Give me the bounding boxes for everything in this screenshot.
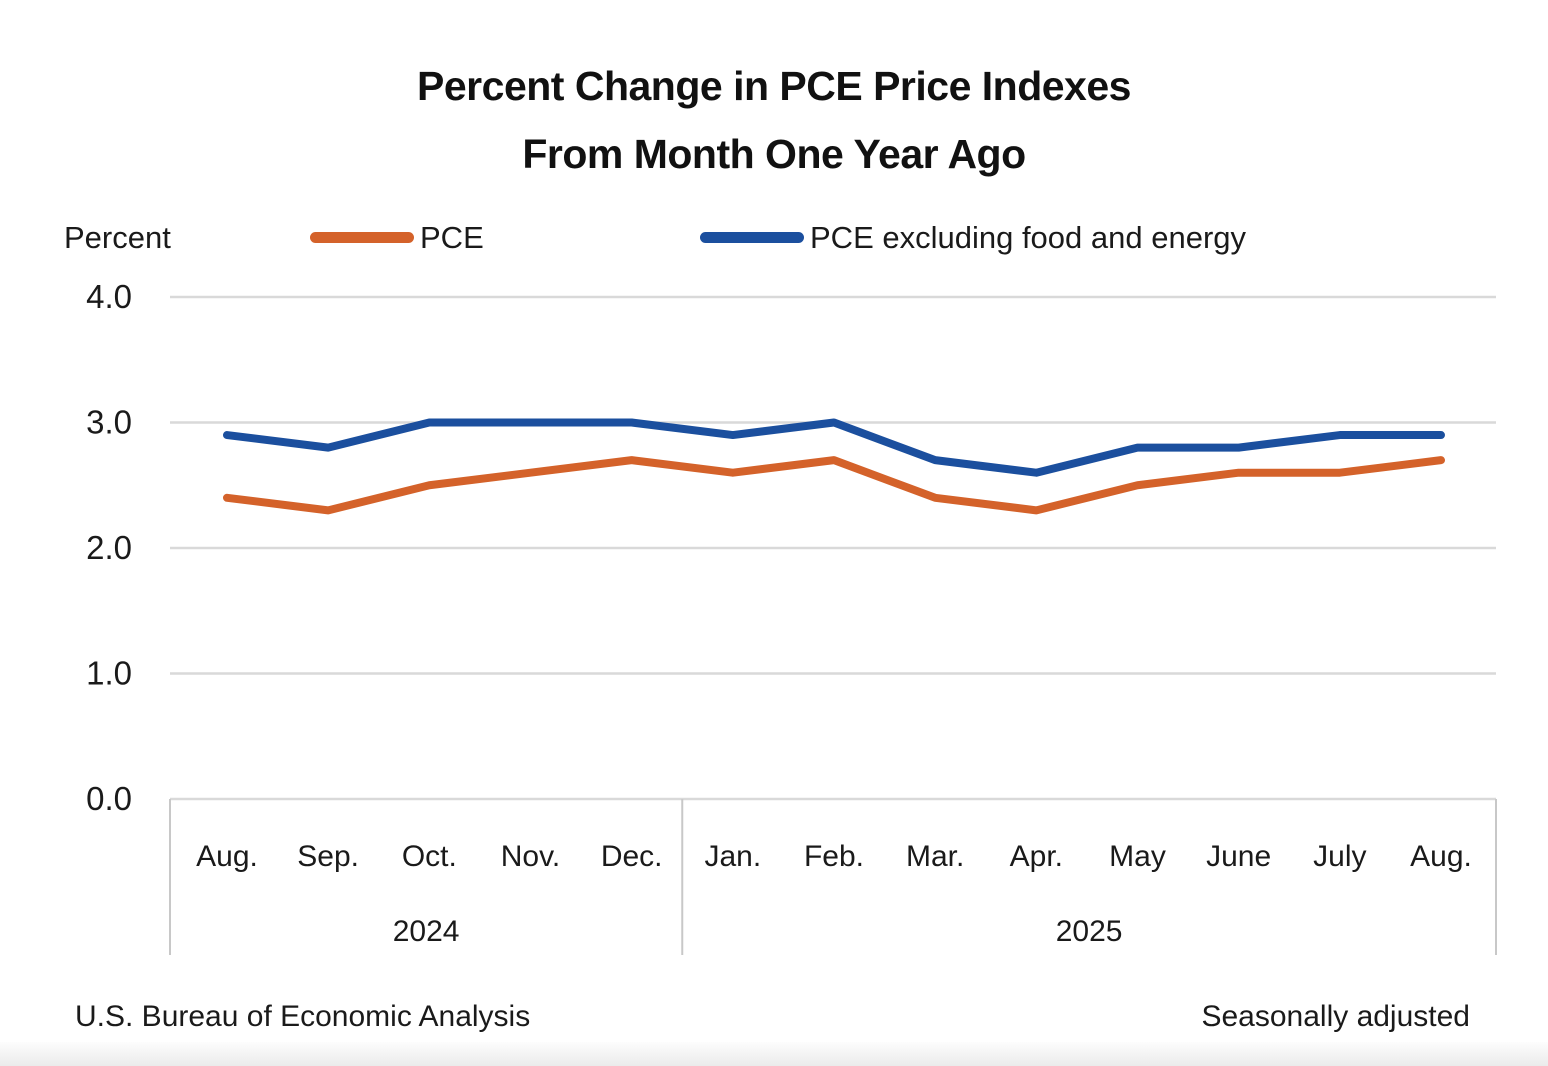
core-pce-line: [223, 418, 1446, 477]
x-tick-label: Oct.: [402, 840, 457, 873]
y-tick-label: 1.0: [86, 655, 132, 692]
y-tick-label: 4.0: [86, 278, 132, 315]
x-tick-label: May: [1109, 840, 1166, 873]
x-tick-label: Feb.: [804, 840, 864, 873]
x-tick-label: Mar.: [906, 840, 964, 873]
x-tick-label: Jan.: [704, 840, 761, 873]
source-attribution: U.S. Bureau of Economic Analysis: [75, 1000, 531, 1033]
y-tick-label: 3.0: [86, 404, 132, 441]
legend-label-pce: PCE: [420, 220, 484, 255]
x-tick-label: Aug.: [1410, 840, 1472, 873]
chart-title-line1: Percent Change in PCE Price Indexes: [417, 63, 1131, 109]
x-tick-label: Apr.: [1010, 840, 1063, 873]
chart-title-line2: From Month One Year Ago: [522, 131, 1026, 177]
pce-legend-swatch: [310, 232, 414, 243]
chart-title: Percent Change in PCE Price Indexes From…: [0, 52, 1548, 188]
x-tick-label: July: [1313, 840, 1366, 873]
x-tick-label: Dec.: [601, 840, 663, 873]
x-tick-label: Nov.: [501, 840, 560, 873]
year-label: 2024: [393, 915, 460, 948]
x-tick-label: June: [1206, 840, 1271, 873]
legend-label-core-pce: PCE excluding food and energy: [810, 220, 1247, 255]
pce-line: [223, 456, 1446, 515]
y-tick-label: 2.0: [86, 529, 132, 566]
y-tick-label: 0.0: [86, 780, 132, 817]
year-label: 2025: [1056, 915, 1123, 948]
core-pce-legend-swatch: [700, 232, 804, 243]
x-tick-label: Sep.: [297, 840, 359, 873]
window-bottom-edge: [0, 1042, 1548, 1066]
x-tick-label: Aug.: [196, 840, 258, 873]
y-axis-unit-label: Percent: [64, 220, 171, 255]
seasonal-adjustment-note: Seasonally adjusted: [1201, 1000, 1470, 1033]
